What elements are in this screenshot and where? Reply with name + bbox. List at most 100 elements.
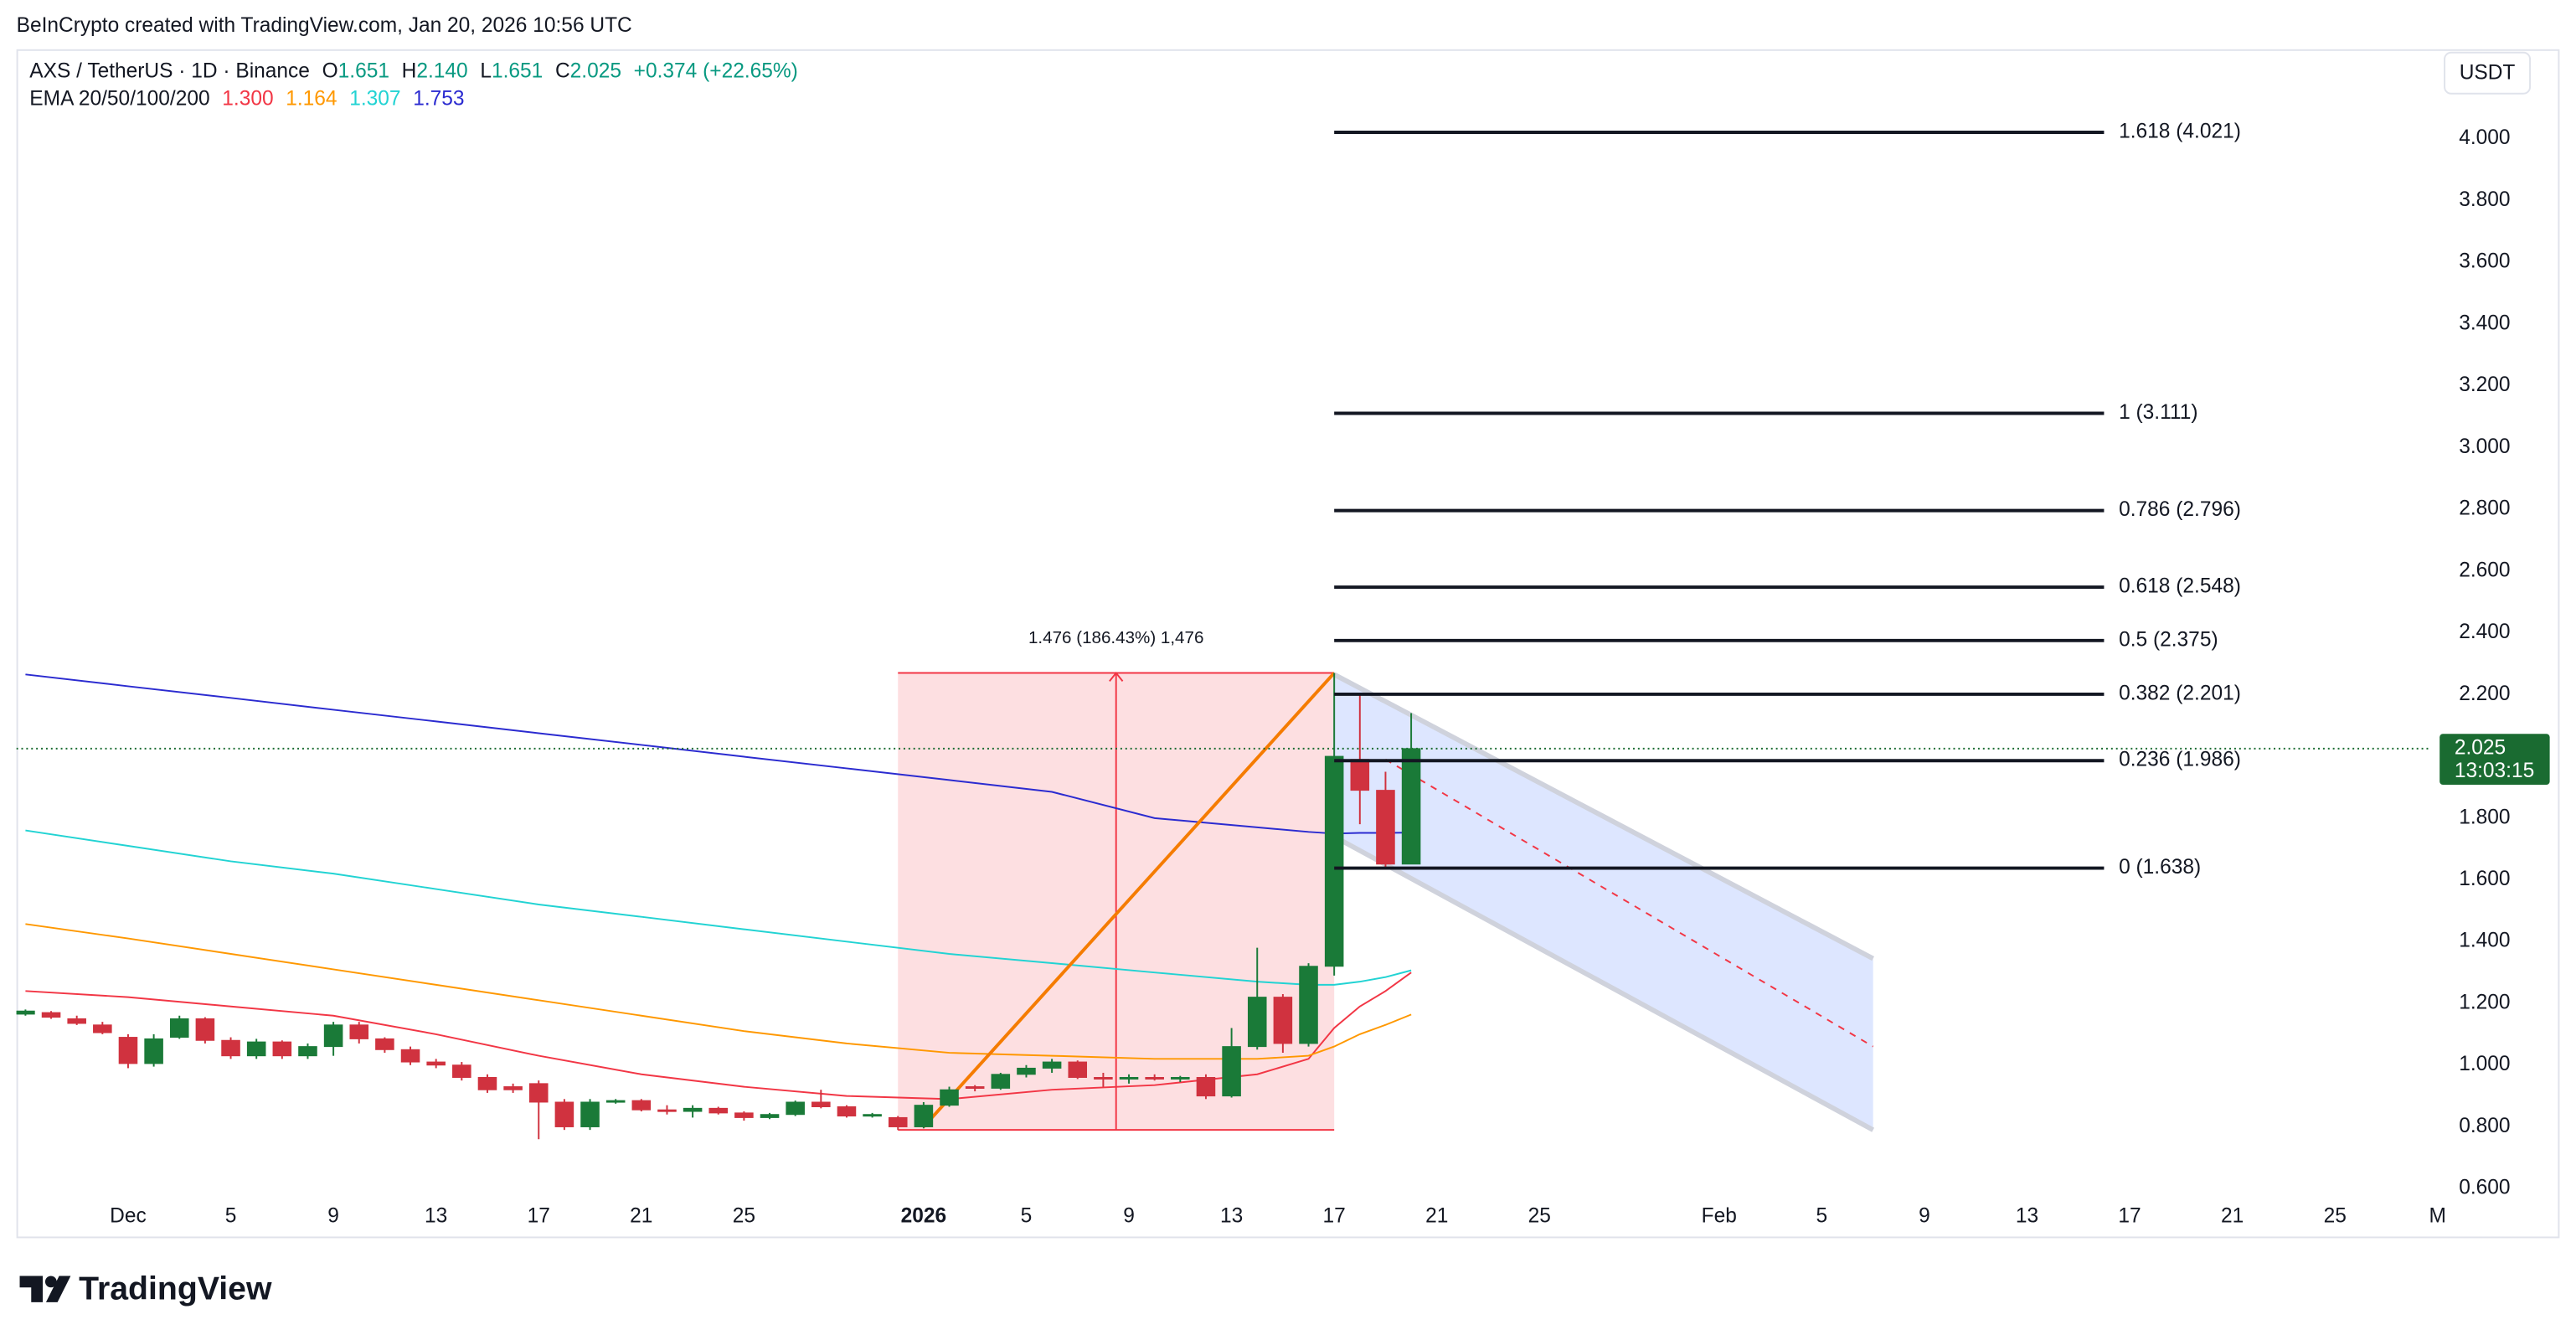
x-tick-label: 21: [630, 1204, 652, 1227]
y-tick-label: 1.600: [2459, 868, 2510, 890]
x-tick-label: Feb: [1702, 1204, 1737, 1227]
y-tick-label: 1.400: [2459, 930, 2510, 952]
channel-edge: [1332, 834, 1875, 1132]
chart-frame: [16, 49, 2560, 1239]
x-tick-label: 5: [225, 1204, 237, 1227]
candle-body: [734, 1112, 754, 1118]
candle-body: [169, 1018, 189, 1038]
candle-body: [554, 1101, 574, 1127]
trend-line: [922, 672, 1336, 1128]
ema-value: 1.300: [222, 88, 273, 111]
channel-midline: [1384, 758, 1874, 1048]
fib-label: 0 (1.638): [2119, 856, 2201, 879]
ema-label: EMA 20/50/100/200: [29, 88, 209, 111]
candle-body: [940, 1089, 959, 1106]
ohlc-key: H: [402, 60, 417, 83]
candle-body: [1401, 748, 1421, 865]
x-tick-label: 17: [1323, 1204, 1346, 1227]
x-tick-label: 25: [1528, 1204, 1551, 1227]
candle-body: [683, 1107, 703, 1112]
candle-body: [811, 1101, 831, 1108]
y-tick-label: 0.600: [2459, 1177, 2510, 1199]
logo-mark: [45, 1276, 71, 1302]
candle-body: [708, 1107, 729, 1114]
ema-line: [25, 829, 1412, 986]
candle-body: [863, 1114, 882, 1117]
logo-text: TradingView: [79, 1270, 272, 1307]
y-tick-label: 0.800: [2459, 1115, 2510, 1137]
x-tick-label: M: [2429, 1204, 2446, 1227]
y-tick-label: 4.000: [2459, 126, 2510, 149]
candle-body: [349, 1024, 369, 1039]
candle-body: [221, 1039, 240, 1057]
candle-body: [195, 1018, 215, 1041]
price-range-label: 1.476 (186.43%) 1,476: [1028, 628, 1203, 647]
x-tick-label: 13: [1220, 1204, 1243, 1227]
y-tick-label: 2.200: [2459, 683, 2510, 705]
candle-body: [93, 1024, 112, 1033]
fib-label: 0.382 (2.201): [2119, 682, 2241, 704]
x-tick-label: 21: [2221, 1204, 2244, 1227]
fib-label: 1 (3.111): [2119, 401, 2197, 424]
y-tick-label: 3.000: [2459, 436, 2510, 458]
fib-label: 0.618 (2.548): [2119, 575, 2241, 598]
x-tick-label: 17: [528, 1204, 550, 1227]
axes: 0.6000.8001.0001.2001.4001.6001.8002.000…: [110, 126, 2510, 1227]
y-tick-label: 3.400: [2459, 312, 2510, 334]
candle-body: [144, 1038, 163, 1064]
channel-fill: [1334, 674, 1873, 1131]
candle-body: [1171, 1076, 1190, 1080]
candle-body: [1299, 966, 1318, 1044]
candle-body: [888, 1116, 908, 1127]
overlay: 1.618 (4.021) 1 (3.111) 0.786 (2.796) 0.618…: [1334, 120, 2550, 879]
ema-value: 1.753: [413, 88, 464, 111]
candle-body: [426, 1061, 446, 1066]
candle-body: [400, 1049, 420, 1063]
candle-body: [837, 1106, 857, 1117]
x-tick-label: 13: [425, 1204, 447, 1227]
candle-body: [375, 1038, 394, 1050]
currency-button-box[interactable]: [2444, 51, 2532, 95]
candle-body: [1068, 1061, 1088, 1078]
ema-line: [25, 923, 1412, 1060]
plot-area: 1.476 (186.43%) 1,476: [16, 628, 2432, 1140]
candle-body: [528, 1083, 549, 1103]
ohlc-key: C: [555, 60, 570, 83]
candle-body: [246, 1041, 266, 1057]
candle-body: [1119, 1076, 1139, 1080]
fib-label: 0.5 (2.375): [2119, 628, 2218, 651]
candle-body: [452, 1064, 471, 1078]
last-price-label: 2.025: [2455, 736, 2506, 759]
ohlc-value: 2.140: [416, 60, 467, 83]
candle-body: [67, 1018, 86, 1024]
currency-button[interactable]: USDT: [2444, 51, 2532, 95]
y-tick-label: 2.800: [2459, 497, 2510, 520]
last-price-tag: [2439, 734, 2550, 785]
candle-body: [580, 1101, 600, 1127]
candle-body: [16, 1010, 35, 1015]
candle-body: [298, 1046, 317, 1057]
x-tick-label: 5: [1816, 1204, 1828, 1227]
x-tick-label: 9: [327, 1204, 339, 1227]
ohlc-value: 1.651: [492, 60, 543, 83]
candle-body: [1196, 1076, 1216, 1097]
candle-body: [477, 1076, 497, 1090]
ohlc-value: 2.025: [570, 60, 621, 83]
candle-body: [605, 1100, 626, 1103]
x-tick-label: 21: [1425, 1204, 1448, 1227]
y-tick-label: 1.800: [2459, 806, 2510, 828]
symbol-legend: AXS / TetherUS · 1D · Binance O1.651 H2.…: [29, 60, 798, 83]
fib-label: 0.236 (1.986): [2119, 749, 2241, 771]
candle-body: [41, 1012, 61, 1018]
candle-body: [1042, 1061, 1062, 1069]
fib-label: 0.786 (2.796): [2119, 498, 2241, 521]
candle-body: [991, 1074, 1011, 1089]
candle-body: [1324, 755, 1344, 967]
candle-body: [965, 1086, 985, 1089]
currency-button-label[interactable]: USDT: [2460, 62, 2516, 85]
y-tick-label: 3.800: [2459, 188, 2510, 211]
ohlc-key: L: [480, 60, 492, 83]
